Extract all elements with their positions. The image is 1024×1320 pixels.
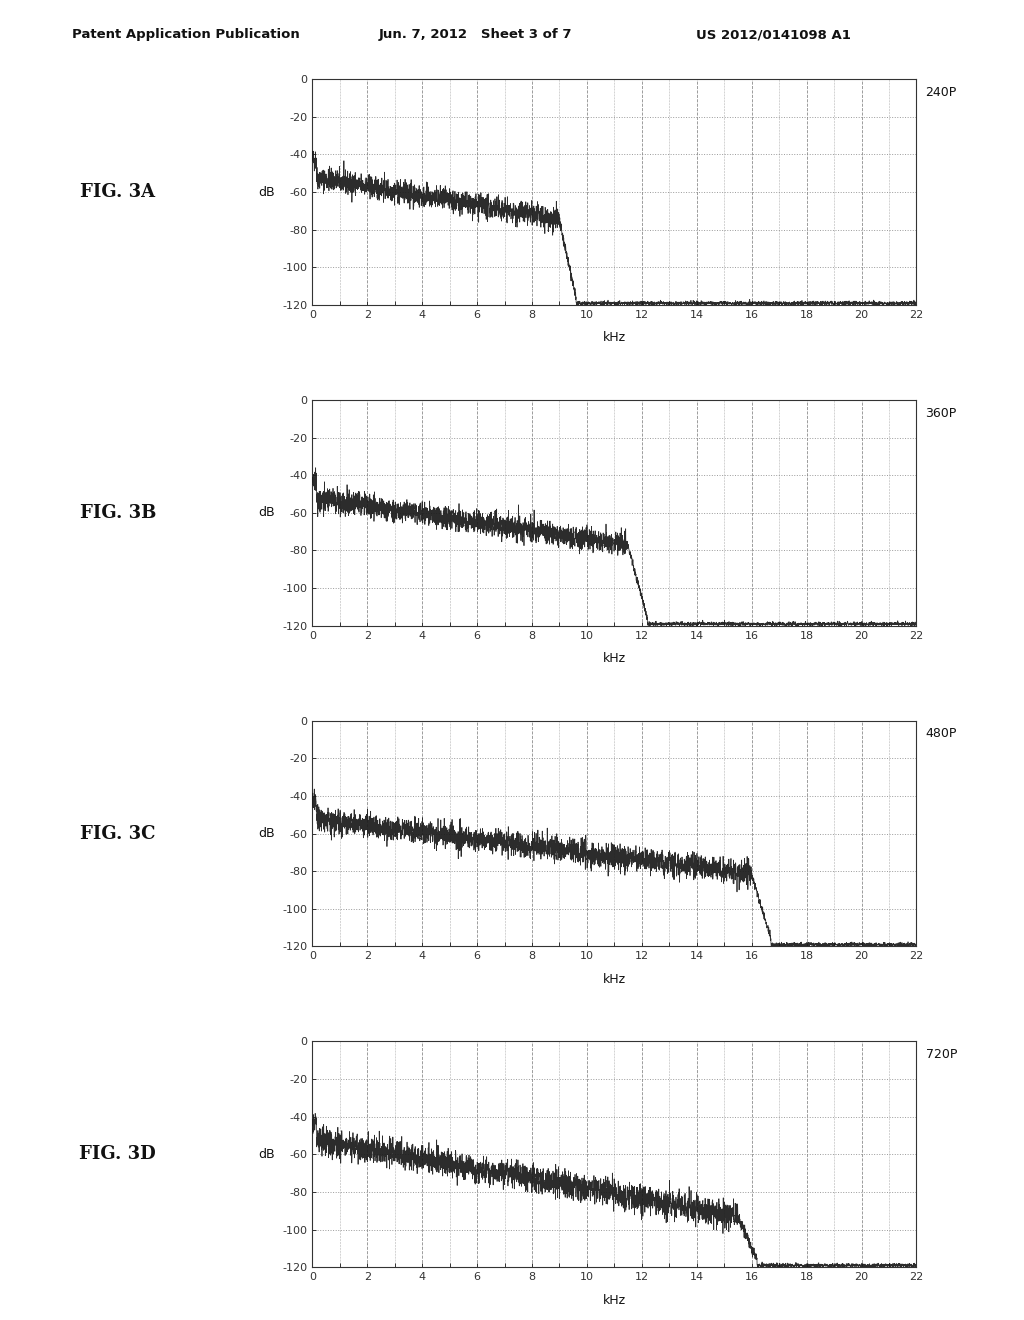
Text: kHz: kHz — [603, 652, 626, 665]
Text: dB: dB — [259, 507, 275, 519]
Text: dB: dB — [259, 186, 275, 198]
Text: dB: dB — [259, 1148, 275, 1160]
Text: Patent Application Publication: Patent Application Publication — [72, 28, 299, 41]
Text: 480P: 480P — [926, 727, 956, 741]
Text: 360P: 360P — [926, 407, 956, 420]
Text: kHz: kHz — [603, 331, 626, 345]
Text: kHz: kHz — [603, 973, 626, 986]
Text: FIG. 3B: FIG. 3B — [80, 504, 156, 521]
Text: FIG. 3A: FIG. 3A — [80, 183, 156, 201]
Text: FIG. 3C: FIG. 3C — [80, 825, 156, 842]
Text: FIG. 3D: FIG. 3D — [80, 1146, 156, 1163]
Text: 720P: 720P — [926, 1048, 956, 1061]
Text: dB: dB — [259, 828, 275, 840]
Text: Jun. 7, 2012   Sheet 3 of 7: Jun. 7, 2012 Sheet 3 of 7 — [379, 28, 572, 41]
Text: kHz: kHz — [603, 1294, 626, 1307]
Text: US 2012/0141098 A1: US 2012/0141098 A1 — [696, 28, 851, 41]
Text: 240P: 240P — [926, 86, 956, 99]
